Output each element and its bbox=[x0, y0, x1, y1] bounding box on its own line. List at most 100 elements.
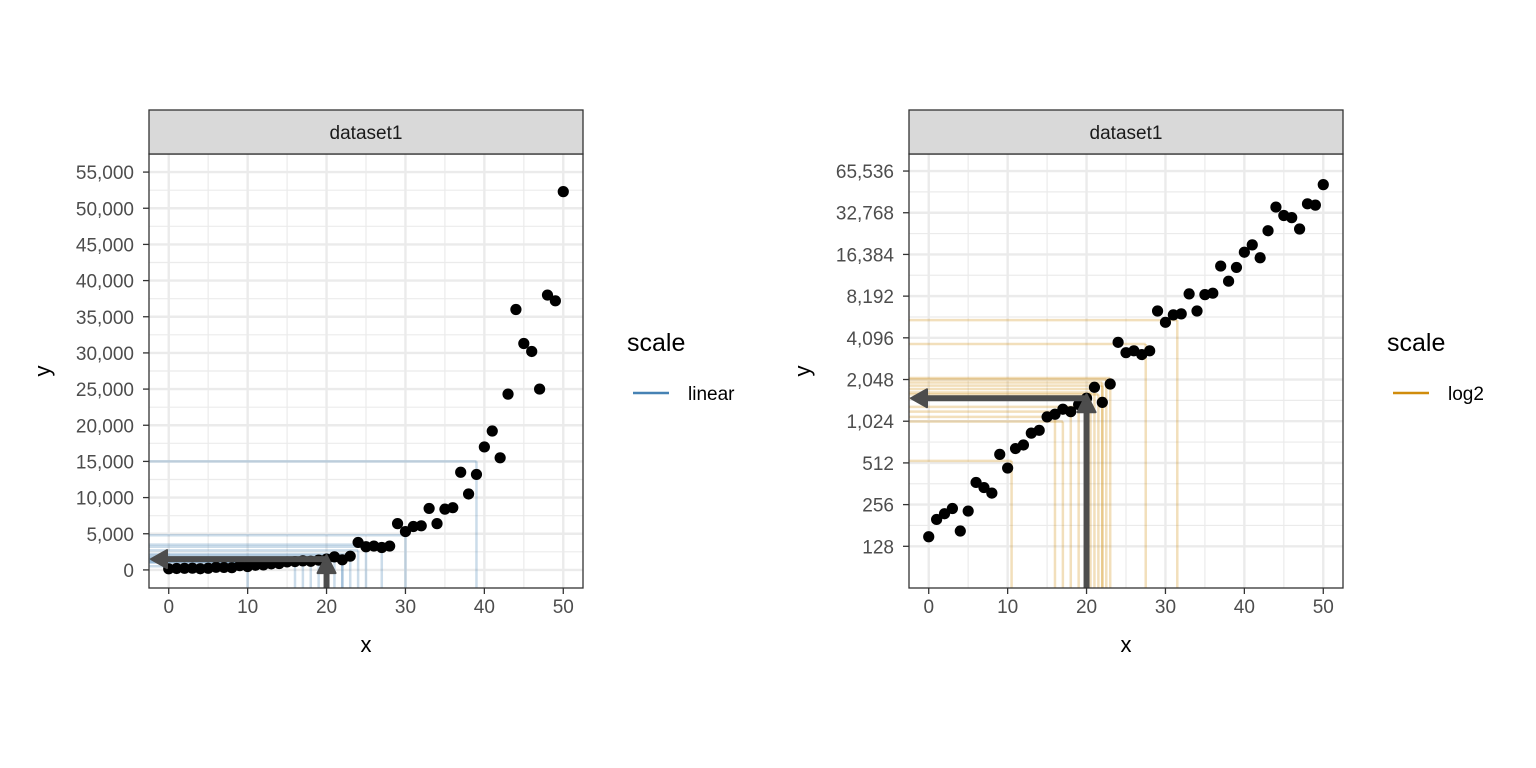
facet-strip-label: dataset1 bbox=[1090, 123, 1163, 144]
data-point bbox=[1294, 223, 1306, 235]
data-point bbox=[962, 505, 974, 517]
data-point bbox=[171, 562, 183, 575]
y-tick-label: 15,000 bbox=[76, 452, 134, 473]
data-point bbox=[210, 561, 222, 573]
x-tick-label: 20 bbox=[316, 597, 337, 618]
arrow-left-head bbox=[150, 549, 168, 570]
data-point bbox=[1096, 396, 1108, 409]
data-point bbox=[1286, 212, 1298, 224]
y-tick-label: 2,048 bbox=[846, 371, 894, 392]
data-point bbox=[946, 502, 959, 515]
data-point bbox=[526, 345, 538, 358]
data-point bbox=[923, 531, 935, 543]
data-point bbox=[1254, 252, 1266, 264]
legend-entry-label: log2 bbox=[1448, 384, 1484, 405]
data-point bbox=[486, 425, 498, 437]
y-tick-label: 45,000 bbox=[76, 235, 134, 256]
legend: scale linear bbox=[627, 329, 735, 405]
y-tick-label: 20,000 bbox=[76, 416, 134, 437]
y-tick-label: 8,192 bbox=[846, 287, 894, 308]
data-point bbox=[1207, 287, 1219, 299]
data-point bbox=[541, 289, 554, 301]
arrow-annotation bbox=[910, 388, 1097, 588]
arrow-annotation bbox=[150, 549, 337, 588]
data-point bbox=[1159, 316, 1172, 328]
data-point bbox=[447, 502, 459, 514]
data-point bbox=[986, 487, 998, 499]
data-point bbox=[1215, 260, 1227, 272]
data-point bbox=[1112, 336, 1124, 348]
panel-right: dataset1 0 10 20 30 40 50 128 256 512 1,024 2,048 4,… bbox=[790, 109, 1484, 657]
arrow-left-head bbox=[910, 388, 928, 409]
data-point bbox=[978, 481, 990, 494]
facet-strip-label: dataset1 bbox=[330, 123, 403, 144]
x-axis-title: x bbox=[361, 632, 372, 657]
data-point bbox=[391, 518, 404, 530]
data-point bbox=[1309, 199, 1321, 211]
arrow-up-head bbox=[1076, 393, 1097, 414]
y-tick-label: 30,000 bbox=[76, 344, 134, 365]
data-point bbox=[1230, 261, 1243, 274]
y-tick-label: 25,000 bbox=[76, 380, 134, 401]
data-point bbox=[954, 525, 966, 537]
data-point bbox=[502, 388, 514, 400]
data-point bbox=[1175, 308, 1187, 320]
data-point bbox=[1033, 424, 1045, 436]
data-point bbox=[518, 337, 530, 350]
data-point bbox=[218, 561, 230, 574]
data-point bbox=[462, 488, 475, 500]
y-tick-label: 65,536 bbox=[836, 162, 894, 183]
y-axis-title: y bbox=[30, 366, 55, 377]
y-tick-label: 32,768 bbox=[836, 204, 894, 225]
y-tick-label: 40,000 bbox=[76, 272, 134, 293]
legend-entry-label: linear bbox=[688, 384, 735, 405]
x-tick-label: 40 bbox=[1234, 597, 1255, 618]
facet-strip bbox=[148, 109, 584, 155]
y-tick-label: 128 bbox=[862, 537, 894, 558]
legend-title: scale bbox=[627, 329, 685, 357]
data-point bbox=[344, 550, 356, 562]
x-tick-label: 0 bbox=[163, 597, 174, 618]
y-tick-label: 16,384 bbox=[836, 245, 895, 266]
data-point bbox=[1222, 275, 1235, 287]
data-point bbox=[1151, 305, 1164, 317]
y-tick-label: 50,000 bbox=[76, 199, 134, 220]
y-tick-label: 35,000 bbox=[76, 308, 134, 329]
data-point bbox=[1317, 179, 1329, 191]
data-point bbox=[1088, 381, 1101, 393]
legend: scale log2 bbox=[1387, 329, 1484, 405]
x-tick-label: 30 bbox=[1155, 597, 1176, 618]
legend-title: scale bbox=[1387, 329, 1445, 357]
data-point bbox=[178, 562, 191, 574]
data-point bbox=[1270, 201, 1282, 213]
data-point bbox=[494, 452, 506, 464]
x-tick-label: 0 bbox=[923, 597, 934, 618]
y-tick-label: 256 bbox=[862, 496, 894, 517]
arrow-up-head bbox=[316, 554, 337, 575]
x-axis-title: x bbox=[1121, 632, 1132, 657]
data-point bbox=[1191, 305, 1203, 317]
data-point bbox=[470, 468, 483, 481]
x-tick-label: 10 bbox=[997, 597, 1018, 618]
y-tick-label: 55,000 bbox=[76, 163, 134, 184]
data-point bbox=[415, 520, 427, 532]
data-point bbox=[478, 441, 490, 453]
x-tick-label: 40 bbox=[474, 597, 495, 618]
x-tick-label: 30 bbox=[395, 597, 416, 618]
data-point bbox=[510, 303, 522, 316]
y-tick-label: 4,096 bbox=[846, 329, 894, 350]
data-point bbox=[557, 186, 569, 198]
y-axis-title: y bbox=[790, 366, 815, 377]
data-point bbox=[549, 295, 561, 307]
x-tick-label: 10 bbox=[237, 597, 258, 618]
data-point bbox=[1065, 406, 1077, 418]
data-point bbox=[1144, 345, 1156, 357]
x-tick-label: 50 bbox=[553, 597, 574, 618]
data-point bbox=[1262, 225, 1274, 237]
data-point bbox=[1238, 246, 1250, 258]
data-point bbox=[384, 540, 396, 552]
data-point bbox=[938, 508, 951, 520]
data-point bbox=[423, 502, 435, 515]
data-point bbox=[1183, 288, 1195, 300]
